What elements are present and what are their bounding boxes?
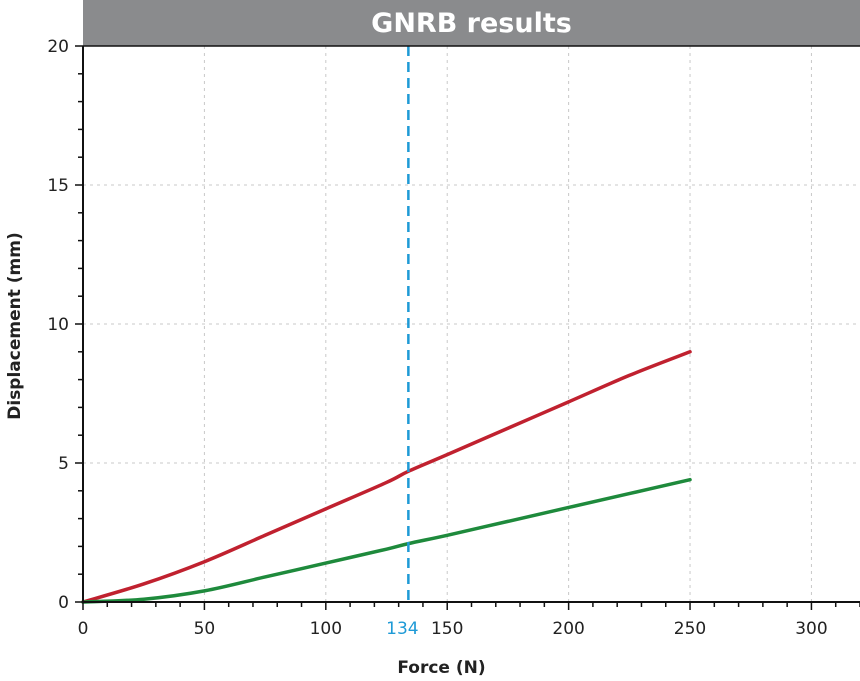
x-tick-label: 250 [674, 619, 706, 639]
series-line-green [81, 477, 692, 604]
y-tick-label: 5 [58, 454, 69, 474]
gridlines [83, 45, 860, 602]
x-tick-label: 100 [310, 619, 342, 639]
series-lines [81, 350, 692, 604]
x-tick-label: 300 [795, 619, 827, 639]
x-tick-label: 200 [552, 619, 584, 639]
x-axis-title: Force (N) [397, 658, 485, 678]
series-line-red [81, 350, 692, 604]
x-tick-label: 50 [194, 619, 216, 639]
x-tick-label: 0 [78, 619, 89, 639]
reference-line-label: 134 [386, 619, 418, 639]
chart-title: GNRB results [83, 0, 860, 46]
x-tick-label: 150 [431, 619, 463, 639]
y-tick-label: 15 [47, 176, 69, 196]
y-tick-label: 20 [47, 37, 69, 57]
axes [75, 45, 860, 610]
tick-labels: 0 50 100 150 200 250 300 0 5 10 15 20 [47, 37, 827, 639]
y-axis-title: Displacement (mm) [5, 232, 25, 420]
reference-line-group: 134 [386, 46, 419, 639]
y-tick-label: 0 [58, 593, 69, 613]
y-tick-label: 10 [47, 315, 69, 335]
